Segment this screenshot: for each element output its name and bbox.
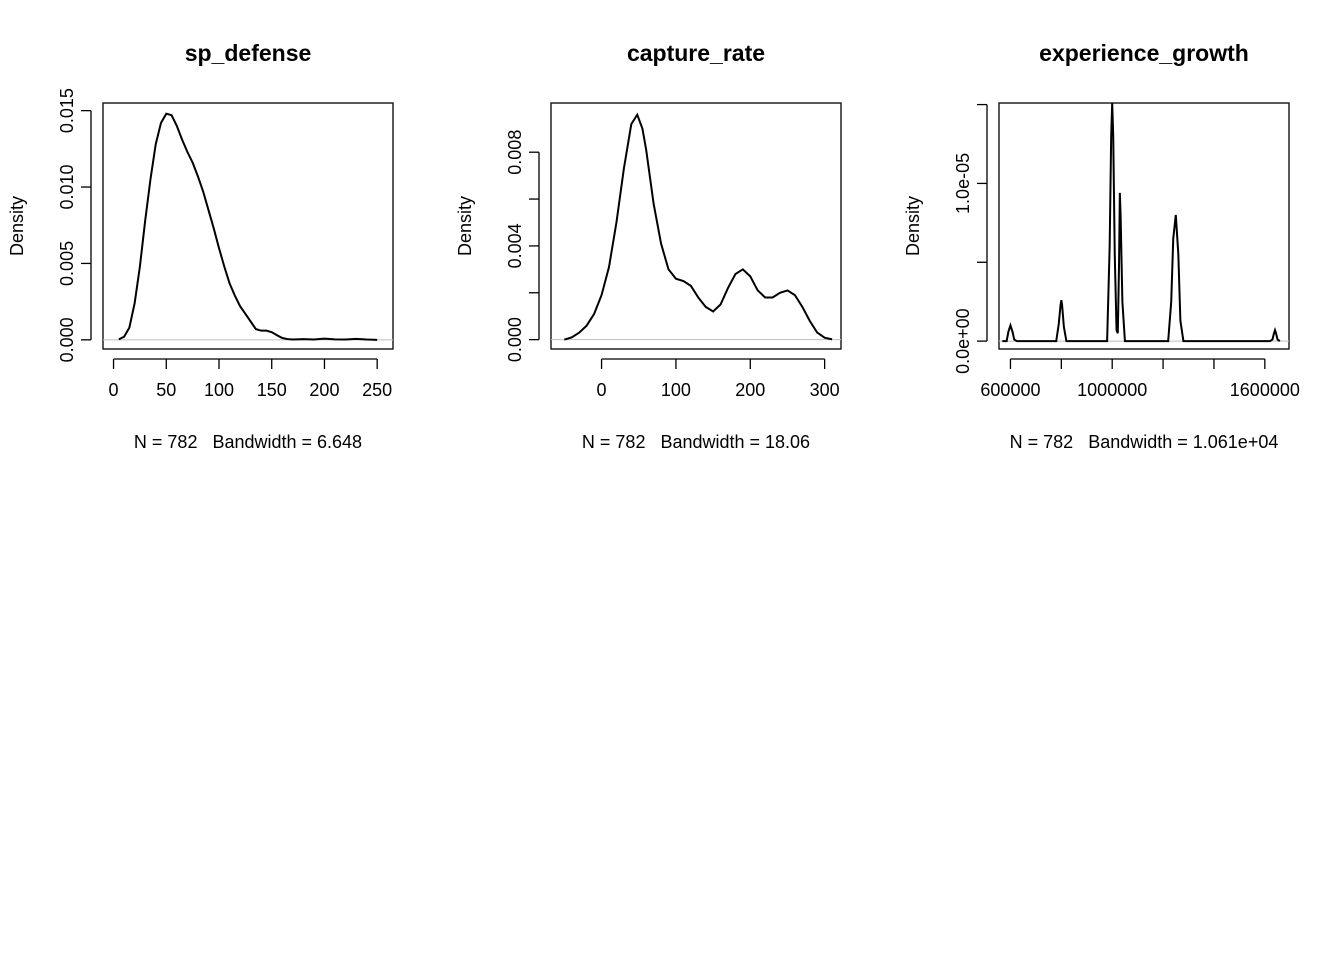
x-tick-label: 200	[309, 380, 339, 400]
x-axis-label: N = 782 Bandwidth = 18.06	[582, 432, 810, 452]
x-tick-label: 300	[810, 380, 840, 400]
x-tick-label: 0	[109, 380, 119, 400]
plot-box	[102, 102, 394, 350]
x-axis: 600000 1000000 1600000	[980, 358, 1300, 400]
y-tick-label: 0.008	[505, 130, 525, 175]
y-axis-label: Density	[903, 196, 923, 256]
x-tick-label: 100	[204, 380, 234, 400]
x-tick-label: 600000	[980, 380, 1040, 400]
panel-title: experience_growth	[1039, 40, 1249, 66]
panel-title: capture_rate	[627, 40, 765, 66]
x-tick-label: 150	[257, 380, 287, 400]
y-axis: 0.0e+00 1.0e-05	[953, 103, 988, 374]
y-axis-label: Density	[7, 196, 27, 256]
y-tick-label: 0.000	[57, 317, 77, 362]
plot-box	[998, 102, 1290, 350]
density-curve	[118, 112, 378, 341]
x-axis-label: N = 782 Bandwidth = 1.061e+04	[1010, 432, 1279, 452]
y-tick-label: 0.015	[57, 88, 77, 133]
panel-capture-rate: capture_rate Density N = 782 Bandwidth =…	[455, 40, 842, 452]
x-tick-label: 1600000	[1230, 380, 1300, 400]
x-tick-label: 100	[661, 380, 691, 400]
x-tick-label: 0	[597, 380, 607, 400]
panel-experience-growth: experience_growth Density N = 782 Bandwi…	[903, 40, 1300, 452]
x-tick-label: 250	[362, 380, 392, 400]
y-tick-label: 0.000	[505, 317, 525, 362]
x-axis-label: N = 782 Bandwidth = 6.648	[134, 432, 362, 452]
panel-title: sp_defense	[185, 40, 312, 66]
x-axis: 0 100 200 300	[597, 358, 840, 400]
x-axis: 0 50 100 150 200 250	[109, 358, 392, 400]
y-axis-label: Density	[455, 196, 475, 256]
y-axis: 0.000 0.005 0.010 0.015	[57, 88, 92, 362]
x-tick-label: 200	[735, 380, 765, 400]
panel-sp-defense: sp_defense Density N = 782 Bandwidth = 6…	[7, 40, 394, 452]
density-curve	[1002, 102, 1281, 343]
y-tick-label: 1.0e-05	[953, 153, 973, 214]
x-tick-label: 50	[156, 380, 176, 400]
y-tick-label: 0.0e+00	[953, 308, 973, 374]
y-tick-label: 0.004	[505, 223, 525, 268]
y-tick-label: 0.010	[57, 165, 77, 210]
y-axis: 0.000 0.004 0.008	[505, 130, 540, 362]
x-tick-label: 1000000	[1077, 380, 1147, 400]
density-curve	[564, 112, 833, 341]
plot-box	[550, 102, 842, 350]
y-tick-label: 0.005	[57, 241, 77, 286]
